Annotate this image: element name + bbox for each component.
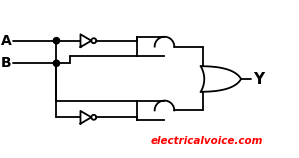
Text: B: B — [1, 56, 11, 70]
Circle shape — [53, 38, 60, 44]
Circle shape — [53, 60, 60, 66]
Text: electricalvoice.com: electricalvoice.com — [150, 136, 263, 146]
Text: A: A — [1, 34, 11, 48]
Text: Y: Y — [253, 72, 264, 86]
